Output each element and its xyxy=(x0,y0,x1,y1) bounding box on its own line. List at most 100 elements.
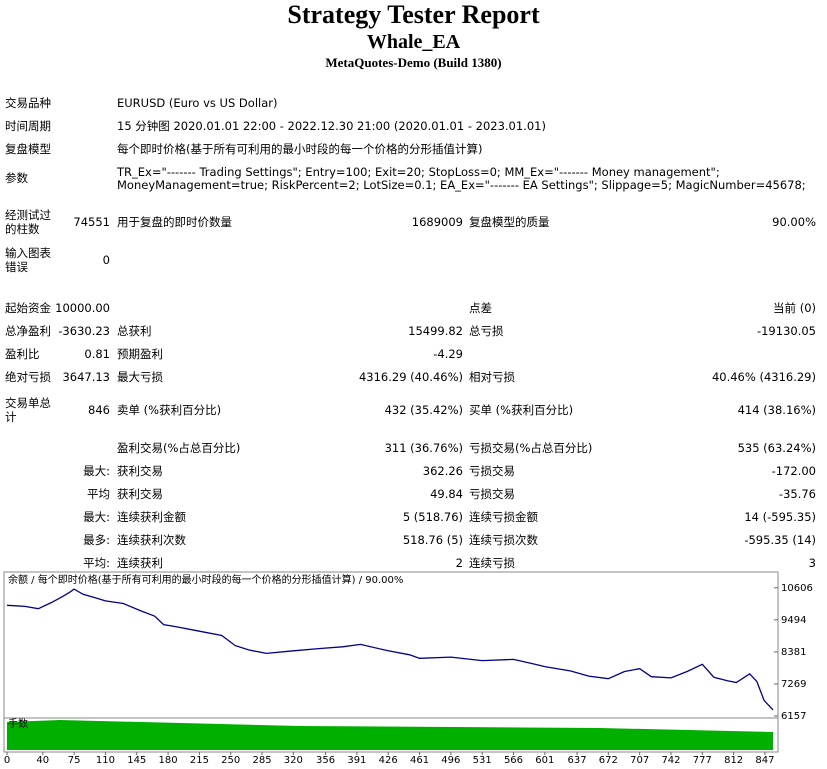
stat-label: 连续亏损 xyxy=(469,556,515,570)
x-tick-label: 812 xyxy=(724,755,743,766)
stat-value: 平均 xyxy=(87,487,110,501)
report-build: MetaQuotes-Demo (Build 1380) xyxy=(325,55,502,70)
stat-value: 最多: xyxy=(83,533,110,547)
stat-value: -3630.23 xyxy=(58,324,110,338)
stat-value: 最大: xyxy=(83,464,110,478)
y-tick-label: 7269 xyxy=(781,679,806,690)
y-tick-label: 10606 xyxy=(781,583,813,594)
stat-label: 连续获利 xyxy=(117,556,163,570)
stat-value: 74551 xyxy=(73,215,110,229)
info-value: 15 分钟图 2020.01.01 22:00 - 2022.12.30 21:… xyxy=(117,119,546,133)
stat-label: 连续亏损次数 xyxy=(469,533,538,547)
stat-label: 交易单总计 xyxy=(5,396,51,424)
chart-title: 余额 / 每个即时价格(基于所有可利用的最小时段的每一个价格的分形插值计算) /… xyxy=(8,573,403,586)
stat-label: 亏损交易 xyxy=(469,487,515,501)
x-tick-label: 461 xyxy=(410,755,429,766)
x-tick-label: 356 xyxy=(316,755,335,766)
stat-value: 414 (38.16%) xyxy=(737,403,816,417)
x-tick-label: 110 xyxy=(96,755,115,766)
stat-label: 点差 xyxy=(469,301,492,315)
stat-value: 518.76 (5) xyxy=(402,533,463,547)
x-tick-label: 40 xyxy=(36,755,49,766)
stat-label: 亏损交易 xyxy=(469,464,515,478)
x-tick-label: 426 xyxy=(379,755,398,766)
stat-label: 总净盈利 xyxy=(5,324,51,338)
x-tick-label: 0 xyxy=(4,755,10,766)
stat-label: 亏损交易(%占总百分比) xyxy=(469,441,593,455)
stat-value: 432 (35.42%) xyxy=(384,403,463,417)
stat-value: 15499.82 xyxy=(408,324,463,338)
stat-value: 535 (63.24%) xyxy=(737,441,816,455)
stat-label: 经测试过的柱数 xyxy=(5,208,51,236)
x-tick-label: 742 xyxy=(661,755,680,766)
stat-value: 平均: xyxy=(83,556,110,570)
y-tick-label: 9494 xyxy=(781,615,806,626)
x-tick-label: 707 xyxy=(630,755,649,766)
stat-value: 362.26 xyxy=(422,464,463,478)
x-tick-label: 285 xyxy=(252,755,271,766)
stat-value: 49.84 xyxy=(430,487,463,501)
x-tick-label: 601 xyxy=(535,755,554,766)
x-tick-label: 531 xyxy=(473,755,492,766)
stat-label: 连续亏损金额 xyxy=(469,510,538,524)
stat-value: 311 (36.76%) xyxy=(384,441,463,455)
x-tick-label: 777 xyxy=(693,755,712,766)
stat-label: 盈利比 xyxy=(5,347,40,361)
stat-value: 最大: xyxy=(83,510,110,524)
y-tick-label: 6157 xyxy=(781,711,806,722)
x-tick-label: 391 xyxy=(347,755,366,766)
info-label: 时间周期 xyxy=(5,119,51,133)
x-tick-label: 672 xyxy=(599,755,618,766)
x-tick-label: 637 xyxy=(567,755,586,766)
x-tick-label: 215 xyxy=(190,755,209,766)
x-tick-label: 75 xyxy=(68,755,81,766)
stat-label: 相对亏损 xyxy=(469,370,515,384)
volume-area xyxy=(7,720,773,750)
stat-label: 输入图表错误 xyxy=(5,246,51,274)
chart-frame xyxy=(3,571,779,719)
stat-label: 复盘模型的质量 xyxy=(469,215,550,229)
stat-label: 总亏损 xyxy=(469,324,504,338)
stat-value: 846 xyxy=(88,403,110,417)
info-value: TR_Ex="------- Trading Settings"; Entry=… xyxy=(117,165,720,179)
x-tick-label: 250 xyxy=(221,755,240,766)
x-tick-label: 566 xyxy=(504,755,523,766)
stat-value: 当前 (0) xyxy=(773,301,816,315)
stat-value: 0 xyxy=(102,253,110,267)
info-value: EURUSD (Euro vs US Dollar) xyxy=(117,96,278,110)
info-label: 参数 xyxy=(5,171,28,185)
stat-value: 40.46% (4316.29) xyxy=(711,370,816,384)
stat-label: 盈利交易(%占总百分比) xyxy=(117,441,241,455)
stat-value: 3 xyxy=(808,556,816,570)
stat-value: -595.35 (14) xyxy=(744,533,816,547)
balance-line xyxy=(6,588,774,711)
stat-value: 10000.00 xyxy=(55,301,110,315)
stat-value: 1689009 xyxy=(411,215,463,229)
stat-label: 起始资金 xyxy=(5,301,51,315)
report-subtitle: Whale_EA xyxy=(366,31,461,53)
stat-value: -35.76 xyxy=(778,487,816,501)
x-tick-label: 496 xyxy=(441,755,460,766)
info-label: 复盘模型 xyxy=(5,142,51,156)
x-tick-label: 320 xyxy=(284,755,303,766)
stat-label: 连续获利金额 xyxy=(117,510,186,524)
info-label: 交易品种 xyxy=(5,96,51,110)
x-tick-label: 145 xyxy=(127,755,146,766)
stat-value: -172.00 xyxy=(771,464,816,478)
stat-label: 获利交易 xyxy=(117,464,163,478)
stat-label: 买单 (%获利百分比) xyxy=(469,403,574,417)
stat-label: 预期盈利 xyxy=(117,347,163,361)
stat-label: 总获利 xyxy=(117,324,152,338)
stat-value: 5 (518.76) xyxy=(402,510,463,524)
stat-value: -19130.05 xyxy=(756,324,816,338)
stat-value: 0.81 xyxy=(84,347,110,361)
x-tick-label: 180 xyxy=(159,755,178,766)
info-value: MoneyManagement=true; RiskPercent=2; Lot… xyxy=(117,178,806,192)
stat-value: 2 xyxy=(455,556,463,570)
info-value: 每个即时价格(基于所有可利用的最小时段的每一个价格的分形插值计算) xyxy=(117,142,483,156)
stat-value: 3647.13 xyxy=(62,370,110,384)
stat-label: 最大亏损 xyxy=(117,370,163,384)
stat-value: 14 (-595.35) xyxy=(744,510,816,524)
x-tick-label: 847 xyxy=(755,755,774,766)
